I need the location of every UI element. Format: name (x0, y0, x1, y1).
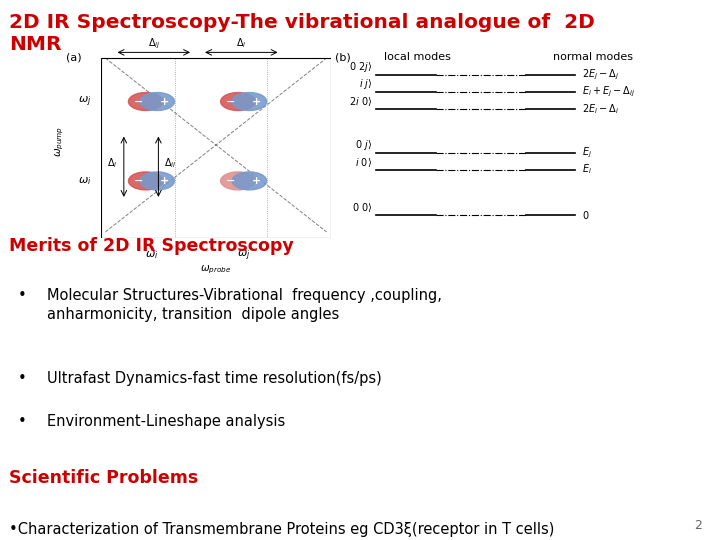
Text: Merits of 2D IR Spectroscopy: Merits of 2D IR Spectroscopy (9, 237, 294, 255)
Text: $\omega_i$: $\omega_i$ (145, 249, 158, 261)
Text: −: − (226, 97, 235, 106)
Text: local modes: local modes (384, 52, 451, 63)
Text: NMR: NMR (9, 35, 62, 54)
Text: $2E_i - \Delta_i$: $2E_i - \Delta_i$ (582, 102, 619, 116)
Ellipse shape (140, 92, 174, 111)
Text: •: • (18, 288, 27, 302)
Ellipse shape (232, 92, 266, 111)
Text: $\Delta_{ii}$: $\Delta_{ii}$ (163, 156, 176, 170)
Ellipse shape (220, 92, 255, 111)
Text: $\Delta_i$: $\Delta_i$ (236, 36, 247, 50)
Text: Environment-Lineshape analysis: Environment-Lineshape analysis (47, 414, 285, 429)
Text: $i\ 0\rangle$: $i\ 0\rangle$ (356, 156, 372, 168)
Ellipse shape (140, 172, 174, 190)
Ellipse shape (128, 172, 163, 190)
Text: •: • (18, 371, 27, 386)
Text: $0\ 2j\rangle$: $0\ 2j\rangle$ (349, 60, 372, 74)
Text: $\Delta_{ij}$: $\Delta_{ij}$ (148, 36, 160, 51)
Text: $0\ 0\rangle$: $0\ 0\rangle$ (352, 201, 372, 214)
Text: •Characterization of Transmembrane Proteins eg CD3ξ(receptor in T cells)
,Ovispi: •Characterization of Transmembrane Prote… (9, 522, 554, 540)
Text: (a): (a) (66, 52, 82, 63)
Text: normal modes: normal modes (553, 52, 634, 63)
Text: $\omega_{pump}$: $\omega_{pump}$ (53, 126, 66, 157)
Text: $E_i$: $E_i$ (582, 163, 592, 177)
Text: +: + (252, 176, 261, 186)
Text: $0$: $0$ (582, 209, 590, 221)
Text: Scientific Problems: Scientific Problems (9, 469, 199, 487)
Text: 2: 2 (694, 519, 702, 532)
Text: 2D IR Spectroscopy-The vibrational analogue of  2D: 2D IR Spectroscopy-The vibrational analo… (9, 14, 595, 32)
Text: $0\ j\rangle$: $0\ j\rangle$ (356, 138, 372, 152)
Text: +: + (252, 97, 261, 106)
Text: $\omega_{probe}$: $\omega_{probe}$ (200, 264, 232, 276)
Text: −: − (134, 176, 143, 186)
Ellipse shape (128, 92, 163, 111)
Text: $E_j$: $E_j$ (582, 145, 592, 160)
Ellipse shape (232, 172, 266, 190)
Text: +: + (160, 97, 168, 106)
Text: Molecular Structures-Vibrational  frequency ,coupling,
anharmonicity, transition: Molecular Structures-Vibrational frequen… (47, 288, 441, 322)
Ellipse shape (220, 172, 255, 190)
Text: +: + (160, 176, 168, 186)
Text: $2i\ 0\rangle$: $2i\ 0\rangle$ (349, 95, 372, 108)
Text: Ultrafast Dynamics-fast time resolution(fs/ps): Ultrafast Dynamics-fast time resolution(… (47, 371, 382, 386)
Text: $2E_j - \Delta_j$: $2E_j - \Delta_j$ (582, 68, 619, 82)
Text: $\omega_j$: $\omega_j$ (237, 249, 251, 264)
Text: $i\ j\rangle$: $i\ j\rangle$ (359, 77, 372, 91)
Text: $\omega_j$: $\omega_j$ (78, 94, 91, 109)
Text: $\omega_i$: $\omega_i$ (78, 175, 91, 187)
Text: −: − (226, 176, 235, 186)
Text: $E_i + E_j - \Delta_{ij}$: $E_i + E_j - \Delta_{ij}$ (582, 85, 635, 99)
Text: (b): (b) (335, 52, 351, 63)
Text: $\Delta_i$: $\Delta_i$ (107, 156, 117, 170)
Text: −: − (134, 97, 143, 106)
Text: •: • (18, 414, 27, 429)
